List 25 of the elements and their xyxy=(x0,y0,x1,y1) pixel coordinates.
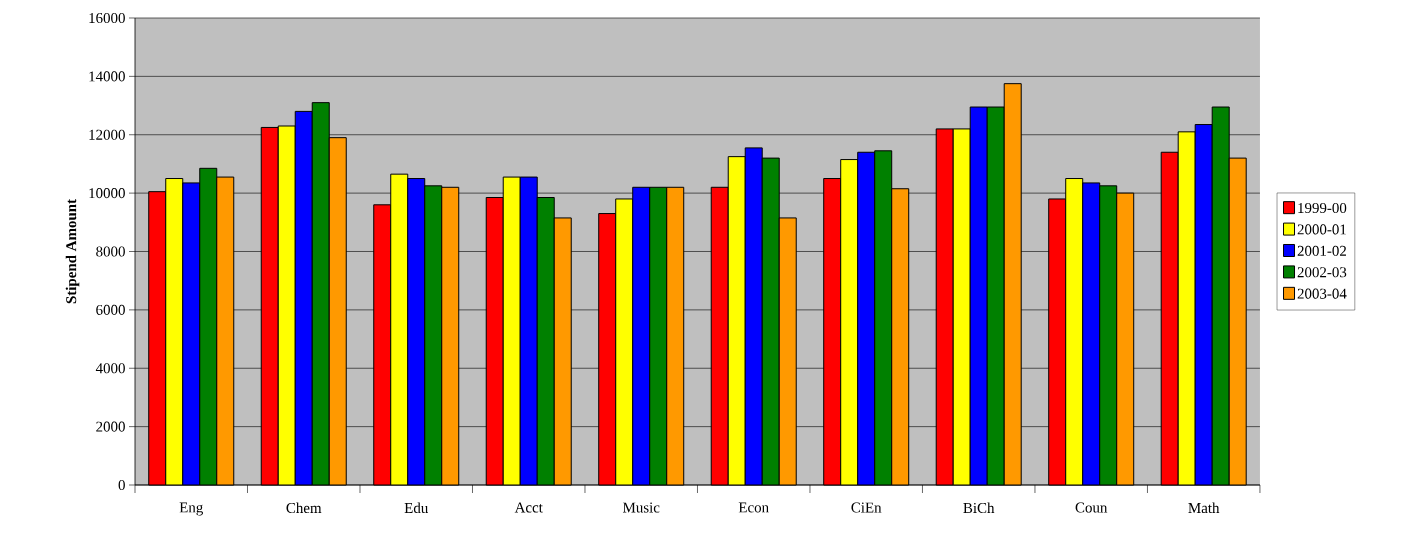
y-tick-label: 12000 xyxy=(89,129,125,140)
x-tick-label: Music xyxy=(622,502,660,513)
y-tick-label: 10000 xyxy=(89,188,125,199)
x-tick-label: BiCh xyxy=(963,502,995,514)
x-tick-label: Acct xyxy=(514,502,543,513)
y-tick-label: 16000 xyxy=(89,12,125,24)
y-tick-label: 8000 xyxy=(96,246,125,257)
legend-label: 1999-00 xyxy=(1298,202,1347,214)
x-tick-label: Eng xyxy=(179,502,203,516)
y-tick-label: 2000 xyxy=(96,421,125,432)
x-tick-label: Coun xyxy=(1075,502,1108,513)
x-tick-label: Math xyxy=(1188,502,1220,514)
legend-label: 2001-02 xyxy=(1297,245,1346,256)
legend-label: 2003-04 xyxy=(1297,288,1347,299)
x-tick-label: Econ xyxy=(738,502,769,513)
legend-label: 2000-01 xyxy=(1297,224,1346,235)
y-tick-label: 0 xyxy=(118,479,125,491)
x-tick-label: CiEn xyxy=(851,502,882,513)
y-tick-label: 14000 xyxy=(89,71,125,82)
y-tick-label: 6000 xyxy=(96,304,125,315)
x-tick-label: Chem xyxy=(286,502,322,514)
legend-label: 2002-03 xyxy=(1297,267,1347,278)
y-axis-title: Stipend Amount xyxy=(65,199,80,304)
x-tick-label: Edu xyxy=(404,502,429,514)
y-tick-label: 4000 xyxy=(95,363,125,374)
